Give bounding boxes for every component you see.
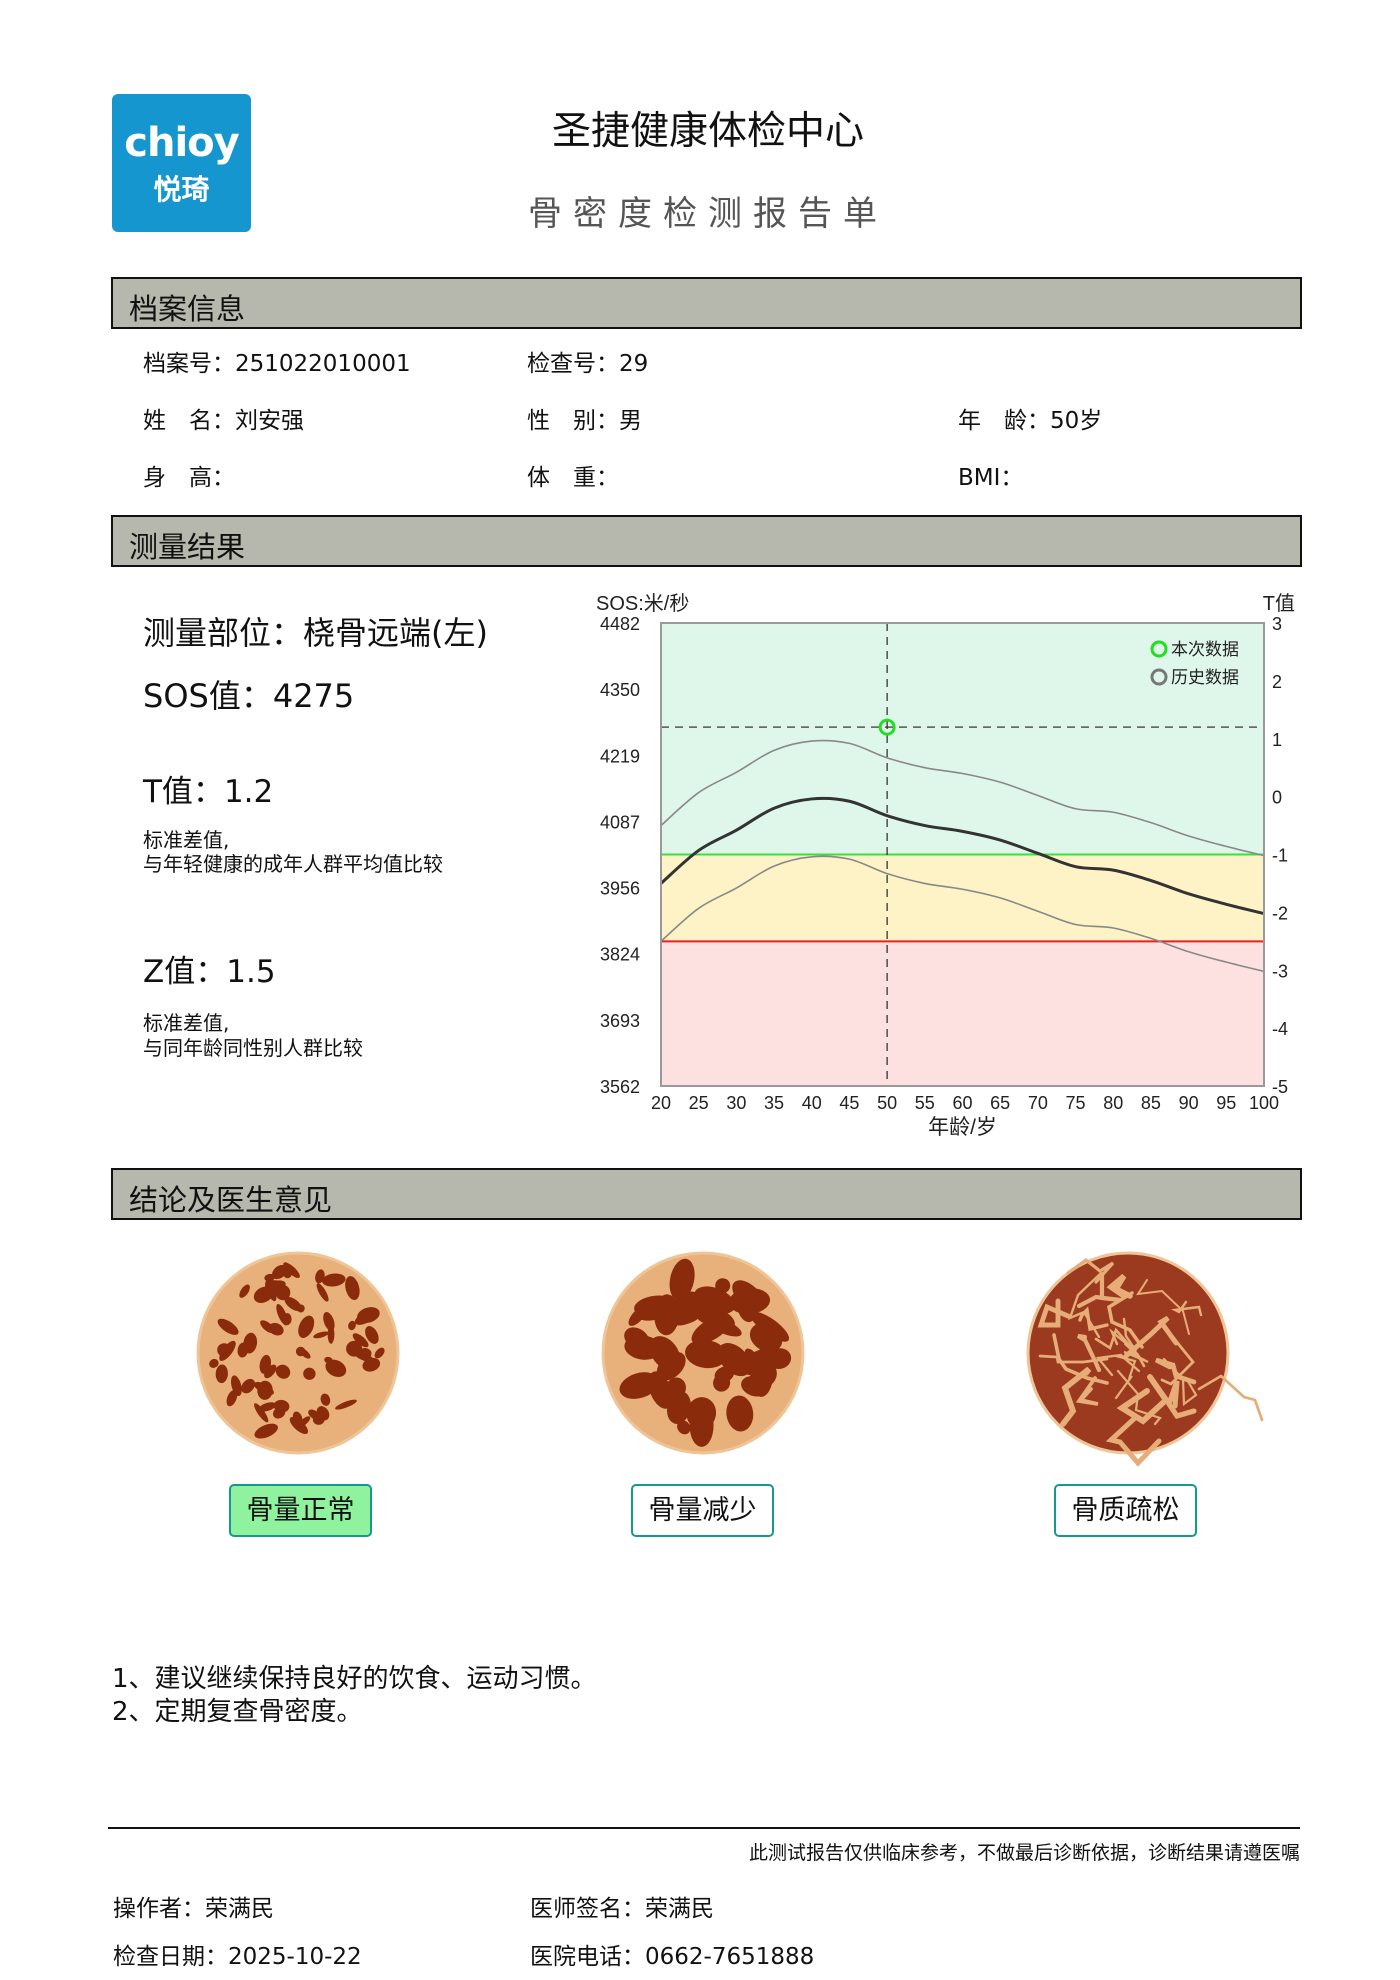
section-conclusion: 结论及医生意见 [111, 1168, 1302, 1220]
y-right-axis-title: T值 [1263, 592, 1295, 615]
x-tick-label: 65 [990, 1093, 1010, 1113]
doctor-signature: 医师签名：荣满民 [530, 1896, 714, 1922]
t-desc-1: 标准差值, [143, 828, 230, 852]
advice-1: 1、建议继续保持良好的饮食、运动习惯。 [112, 1664, 597, 1694]
x-tick-label: 30 [726, 1093, 746, 1113]
category-osteopenia[interactable]: 骨量减少 [631, 1484, 774, 1537]
series-line-lower [660, 855, 1265, 973]
y-right-tick-label: -4 [1272, 1019, 1288, 1039]
y-right-tick-label: -2 [1272, 903, 1288, 923]
y-right-tick-label: 2 [1272, 672, 1282, 692]
y-left-tick-label: 3562 [600, 1077, 640, 1097]
legend-marker [1150, 668, 1168, 686]
y-left-axis-title: SOS:米/秒 [596, 592, 689, 615]
section-profile: 档案信息 [111, 277, 1302, 329]
exam-date: 检查日期：2025-10-22 [113, 1944, 362, 1970]
y-left-tick-label: 3824 [600, 945, 640, 965]
disclaimer: 此测试报告仅供临床参考，不做最后诊断依据，诊断结果请遵医嘱 [748, 1842, 1300, 1864]
logo-text-cn: 悦琦 [153, 173, 210, 206]
x-tick-label: 90 [1179, 1093, 1199, 1113]
legend-label: 历史数据 [1171, 668, 1239, 687]
x-tick-label: 95 [1216, 1093, 1236, 1113]
sos-value: SOS值：4275 [143, 677, 355, 715]
x-tick-label: 40 [802, 1093, 822, 1113]
z-desc-2: 与同年龄同性别人群比较 [143, 1036, 363, 1060]
y-right-tick-label: 3 [1272, 614, 1282, 634]
series-line-mean [660, 796, 1265, 915]
y-right-tick-label: -1 [1272, 846, 1288, 866]
patient-height: 身 高： [143, 465, 235, 491]
patient-age: 年 龄：50岁 [958, 408, 1103, 434]
bone-density-chart: 4482 4350 4219 4087 3956 3824 3693 3562 3 2 1 0 -1 -2… [596, 592, 1295, 1139]
advice-2: 2、定期复查骨密度。 [112, 1697, 363, 1727]
normal-bone-image [196, 1251, 400, 1455]
category-osteoporosis[interactable]: 骨质疏松 [1054, 1484, 1197, 1537]
series-line-upper [660, 739, 1265, 857]
hospital-phone: 医院电话：0662-7651888 [530, 1944, 815, 1970]
y-left-tick-label: 4219 [600, 746, 640, 766]
current-data-point [878, 718, 896, 736]
zone-band [661, 854, 1264, 942]
chioy-logo: chioy 悦琦 [112, 94, 251, 232]
category-normal[interactable]: 骨量正常 [229, 1484, 372, 1537]
x-tick-label: 60 [952, 1093, 972, 1113]
y-right-tick-label: -3 [1272, 961, 1288, 981]
report-subtitle: 骨密度检测报告单 [528, 194, 888, 234]
legend-label: 本次数据 [1171, 640, 1239, 659]
x-tick-label: 45 [839, 1093, 859, 1113]
x-tick-label: 70 [1028, 1093, 1048, 1113]
y-left-tick-label: 3693 [600, 1011, 640, 1031]
operator: 操作者：荣满民 [113, 1896, 274, 1922]
y-left-tick-label: 4087 [600, 812, 640, 832]
logo-text-en: chioy [124, 120, 239, 166]
osteoporosis-bone-image [1026, 1251, 1264, 1467]
plot-frame [660, 622, 1265, 1087]
x-tick-label: 55 [915, 1093, 935, 1113]
y-left-tick-label: 4482 [600, 614, 640, 634]
y-left-tick-label: 3956 [600, 879, 640, 899]
x-tick-label: 25 [689, 1093, 709, 1113]
x-tick-label: 20 [651, 1093, 671, 1113]
zone-band [661, 941, 1264, 1086]
x-axis-title: 年龄/岁 [928, 1116, 997, 1139]
x-tick-label: 80 [1103, 1093, 1123, 1113]
section-results: 测量结果 [111, 515, 1302, 567]
measure-site: 测量部位：桡骨远端(左) [143, 614, 488, 652]
t-score: T值：1.2 [143, 774, 274, 810]
exam-number: 检查号：29 [527, 351, 649, 377]
z-score: Z值：1.5 [143, 954, 276, 990]
footer-divider [108, 1827, 1300, 1829]
y-right-tick-label: -5 [1272, 1077, 1288, 1097]
y-right-tick-label: 1 [1272, 730, 1282, 750]
y-left-tick-label: 4350 [600, 680, 640, 700]
patient-weight: 体 重： [527, 465, 619, 491]
patient-gender: 性 别：男 [527, 408, 642, 434]
patient-bmi: BMI： [958, 465, 1024, 491]
z-desc-1: 标准差值, [143, 1011, 230, 1035]
file-number: 档案号：251022010001 [143, 351, 411, 377]
report-title: 圣捷健康体检中心 [551, 109, 864, 154]
x-tick-label: 50 [877, 1093, 897, 1113]
x-tick-label: 75 [1066, 1093, 1086, 1113]
x-tick-label: 35 [764, 1093, 784, 1113]
x-tick-label: 85 [1141, 1093, 1161, 1113]
bone-illustrations [196, 1251, 1264, 1467]
t-desc-2: 与年轻健康的成年人群平均值比较 [143, 852, 443, 876]
y-right-tick-label: 0 [1272, 788, 1282, 808]
section-title: 测量结果 [129, 530, 246, 564]
x-tick-label: 100 [1249, 1093, 1279, 1113]
legend-marker [1150, 640, 1168, 658]
patient-name: 姓 名：刘安强 [143, 408, 304, 434]
section-title: 档案信息 [129, 292, 246, 326]
osteopenia-bone-image [601, 1251, 805, 1455]
section-title: 结论及医生意见 [129, 1183, 333, 1217]
